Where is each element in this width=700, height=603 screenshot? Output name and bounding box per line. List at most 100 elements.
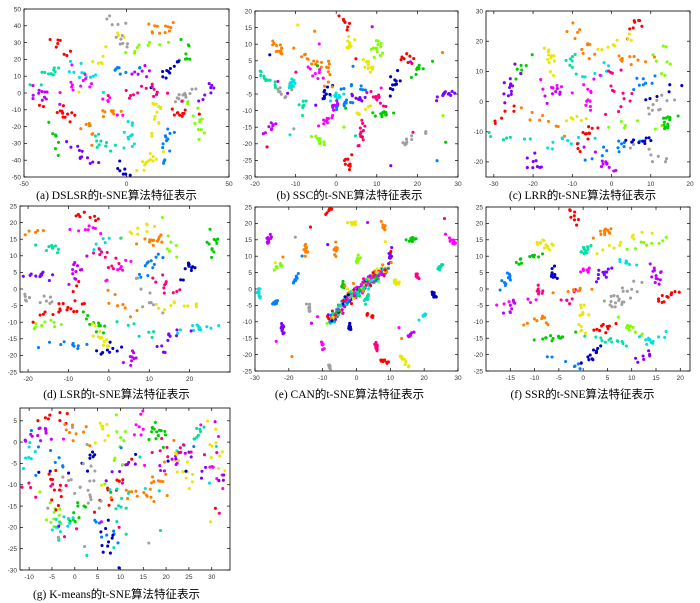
scatter-point <box>62 515 66 519</box>
scatter-point <box>389 75 393 79</box>
scatter-point <box>128 230 132 234</box>
y-tick-label: 50 <box>14 6 22 13</box>
scatter-point <box>175 255 179 259</box>
scatter-point <box>606 267 610 271</box>
scatter-point <box>308 309 312 313</box>
scatter-point <box>402 357 407 361</box>
scatter-point <box>508 278 512 282</box>
scatter-point <box>272 41 276 46</box>
scatter-point <box>551 243 555 247</box>
scatter-point <box>575 142 579 146</box>
y-tick-label: -40 <box>12 158 22 165</box>
scatter-point <box>174 451 178 455</box>
scatter-point <box>187 487 191 491</box>
scatter-point <box>581 51 585 55</box>
scatter-point <box>166 459 170 463</box>
scatter-point <box>157 428 161 432</box>
scatter-point <box>106 518 110 522</box>
scatter-point <box>99 232 103 236</box>
scatter-point <box>620 286 624 290</box>
scatter-point <box>99 499 103 503</box>
y-tick-label: -5 <box>246 303 252 310</box>
scatter-point <box>327 62 331 66</box>
scatter-point <box>199 128 203 132</box>
scatter-point <box>279 49 283 53</box>
scatter-point <box>450 89 454 93</box>
scatter-point <box>663 73 667 77</box>
scatter-point <box>360 118 364 122</box>
scatter-point <box>559 298 563 302</box>
scatter-point <box>346 25 350 29</box>
scatter-point <box>630 91 634 96</box>
scatter-point <box>327 59 331 63</box>
scatter-point <box>647 147 651 151</box>
scatter-point <box>300 254 304 258</box>
scatter-point <box>181 443 186 447</box>
scatter-point <box>531 166 535 170</box>
y-tick-label: 5 <box>479 270 483 277</box>
scatter-point <box>538 118 542 122</box>
scatter-point <box>346 46 350 50</box>
x-tick-label: -5 <box>556 375 562 382</box>
scatter-point <box>361 121 365 125</box>
scatter-point <box>604 331 608 335</box>
scatter-point <box>47 340 52 344</box>
scatter-point <box>652 268 657 272</box>
scatter-point <box>596 126 600 130</box>
scatter-point <box>653 74 657 78</box>
scatter-point <box>366 63 370 67</box>
scatter-point <box>82 301 86 306</box>
scatter-point <box>580 312 584 317</box>
scatter-point <box>173 100 178 104</box>
scatter-point <box>120 481 124 485</box>
scatter-point <box>295 276 299 280</box>
scatter-point <box>124 488 128 492</box>
scatter-point <box>93 134 97 138</box>
scatter-point <box>648 352 652 356</box>
scatter-point <box>118 42 122 46</box>
scatter-point <box>558 90 562 94</box>
scatter-point <box>555 276 559 280</box>
scatter-point <box>552 59 556 63</box>
scatter-point <box>508 274 512 278</box>
scatter-point <box>86 488 90 492</box>
scatter-point <box>528 137 532 141</box>
scatter-point <box>77 90 81 94</box>
scatter-point <box>101 424 105 428</box>
scatter-point <box>117 504 121 508</box>
scatter-point <box>100 535 104 539</box>
scatter-point <box>61 464 65 468</box>
scatter-point <box>440 51 445 55</box>
scatter-point <box>582 145 586 149</box>
scatter-point <box>582 303 586 307</box>
scatter-point <box>364 278 368 282</box>
scatter-point <box>170 107 174 111</box>
y-tick-label: -20 <box>243 352 253 359</box>
scatter-point <box>631 325 635 329</box>
scatter-point <box>169 26 173 30</box>
scatter-point <box>162 469 167 473</box>
scatter-point <box>109 149 113 153</box>
scatter-point <box>315 64 320 68</box>
scatter-point <box>673 98 677 102</box>
scatter-point <box>314 134 318 138</box>
scatter-point <box>364 107 368 111</box>
scatter-point <box>319 65 323 69</box>
scatter-point <box>113 143 117 147</box>
scatter-point <box>135 494 139 498</box>
x-tick-label: 10 <box>628 375 636 382</box>
scatter-point <box>619 105 623 109</box>
scatter-point <box>639 240 643 244</box>
scatter-point <box>132 322 136 326</box>
scatter-point <box>366 60 371 64</box>
scatter-point <box>110 536 114 540</box>
scatter-point <box>95 349 99 353</box>
scatter-point <box>105 422 109 426</box>
scatter-point <box>617 139 621 143</box>
scatter-point <box>309 321 314 325</box>
scatter-point <box>107 236 111 240</box>
y-tick-label: 0 <box>248 286 252 293</box>
scatter-point <box>351 64 355 68</box>
scatter-point <box>114 256 118 260</box>
